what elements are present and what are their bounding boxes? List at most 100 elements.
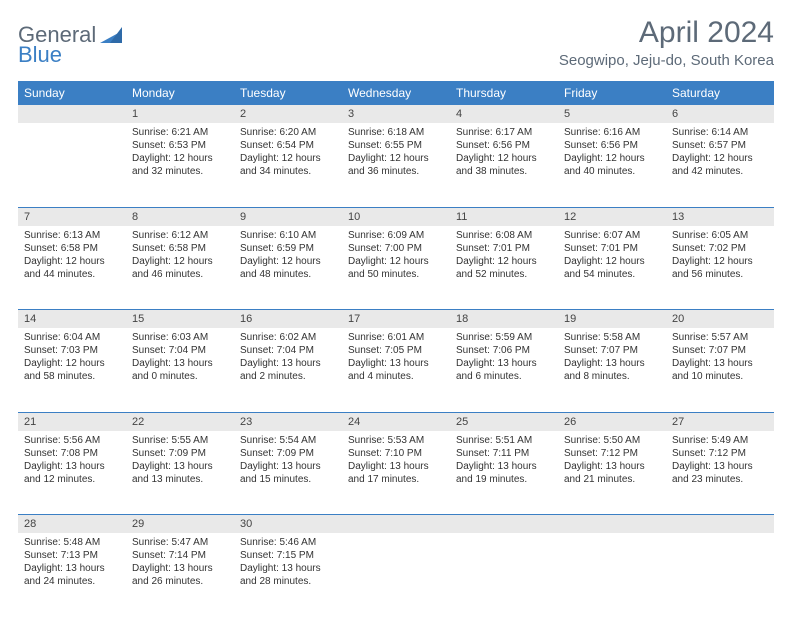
day-cell: Sunrise: 5:54 AMSunset: 7:09 PMDaylight:… bbox=[234, 431, 342, 515]
day-number: 18 bbox=[450, 310, 558, 329]
day-number: 20 bbox=[666, 310, 774, 329]
day-cell: Sunrise: 6:16 AMSunset: 6:56 PMDaylight:… bbox=[558, 123, 666, 207]
day-cell: Sunrise: 5:47 AMSunset: 7:14 PMDaylight:… bbox=[126, 533, 234, 617]
day-number-row: 123456 bbox=[18, 105, 774, 123]
sunrise-text: Sunrise: 6:02 AM bbox=[240, 331, 336, 344]
day-cell: Sunrise: 5:59 AMSunset: 7:06 PMDaylight:… bbox=[450, 328, 558, 412]
day-cell: Sunrise: 6:03 AMSunset: 7:04 PMDaylight:… bbox=[126, 328, 234, 412]
sunset-text: Sunset: 7:09 PM bbox=[132, 447, 228, 460]
logo-triangle-icon bbox=[100, 27, 122, 43]
sunset-text: Sunset: 7:00 PM bbox=[348, 242, 444, 255]
day-number bbox=[342, 515, 450, 534]
sunset-text: Sunset: 7:15 PM bbox=[240, 549, 336, 562]
sunset-text: Sunset: 7:07 PM bbox=[672, 344, 768, 357]
day-number: 7 bbox=[18, 207, 126, 226]
daylight-text: Daylight: 12 hours and 56 minutes. bbox=[672, 255, 768, 281]
day-cell bbox=[558, 533, 666, 617]
sunrise-text: Sunrise: 5:50 AM bbox=[564, 434, 660, 447]
sunset-text: Sunset: 6:54 PM bbox=[240, 139, 336, 152]
weekday-header-row: Sunday Monday Tuesday Wednesday Thursday… bbox=[18, 81, 774, 105]
day-number bbox=[450, 515, 558, 534]
sunset-text: Sunset: 6:58 PM bbox=[132, 242, 228, 255]
day-cell: Sunrise: 5:49 AMSunset: 7:12 PMDaylight:… bbox=[666, 431, 774, 515]
day-number: 1 bbox=[126, 105, 234, 123]
sunrise-text: Sunrise: 6:01 AM bbox=[348, 331, 444, 344]
day-number: 26 bbox=[558, 412, 666, 431]
daylight-text: Daylight: 13 hours and 15 minutes. bbox=[240, 460, 336, 486]
daylight-text: Daylight: 13 hours and 26 minutes. bbox=[132, 562, 228, 588]
day-number: 27 bbox=[666, 412, 774, 431]
daylight-text: Daylight: 12 hours and 54 minutes. bbox=[564, 255, 660, 281]
day-number bbox=[666, 515, 774, 534]
sunset-text: Sunset: 7:03 PM bbox=[24, 344, 120, 357]
daylight-text: Daylight: 12 hours and 44 minutes. bbox=[24, 255, 120, 281]
day-number bbox=[558, 515, 666, 534]
day-number: 28 bbox=[18, 515, 126, 534]
weekday-header: Sunday bbox=[18, 81, 126, 105]
daylight-text: Daylight: 12 hours and 50 minutes. bbox=[348, 255, 444, 281]
daylight-text: Daylight: 13 hours and 17 minutes. bbox=[348, 460, 444, 486]
page-header: General April 2024 Seogwipo, Jeju-do, So… bbox=[18, 16, 774, 69]
day-content-row: Sunrise: 6:13 AMSunset: 6:58 PMDaylight:… bbox=[18, 226, 774, 310]
day-cell: Sunrise: 6:12 AMSunset: 6:58 PMDaylight:… bbox=[126, 226, 234, 310]
sunset-text: Sunset: 7:05 PM bbox=[348, 344, 444, 357]
sunrise-text: Sunrise: 5:54 AM bbox=[240, 434, 336, 447]
day-cell: Sunrise: 6:07 AMSunset: 7:01 PMDaylight:… bbox=[558, 226, 666, 310]
sunrise-text: Sunrise: 5:57 AM bbox=[672, 331, 768, 344]
daylight-text: Daylight: 13 hours and 21 minutes. bbox=[564, 460, 660, 486]
sunset-text: Sunset: 6:57 PM bbox=[672, 139, 768, 152]
day-cell: Sunrise: 6:14 AMSunset: 6:57 PMDaylight:… bbox=[666, 123, 774, 207]
day-number-row: 14151617181920 bbox=[18, 310, 774, 329]
daylight-text: Daylight: 12 hours and 42 minutes. bbox=[672, 152, 768, 178]
weekday-header: Saturday bbox=[666, 81, 774, 105]
sunrise-text: Sunrise: 5:46 AM bbox=[240, 536, 336, 549]
sunrise-text: Sunrise: 5:58 AM bbox=[564, 331, 660, 344]
day-number-row: 78910111213 bbox=[18, 207, 774, 226]
day-number: 25 bbox=[450, 412, 558, 431]
day-number: 22 bbox=[126, 412, 234, 431]
day-cell bbox=[18, 123, 126, 207]
day-cell bbox=[666, 533, 774, 617]
day-cell: Sunrise: 5:50 AMSunset: 7:12 PMDaylight:… bbox=[558, 431, 666, 515]
day-cell: Sunrise: 6:08 AMSunset: 7:01 PMDaylight:… bbox=[450, 226, 558, 310]
day-cell: Sunrise: 6:20 AMSunset: 6:54 PMDaylight:… bbox=[234, 123, 342, 207]
day-number: 5 bbox=[558, 105, 666, 123]
sunrise-text: Sunrise: 6:10 AM bbox=[240, 229, 336, 242]
title-block: April 2024 Seogwipo, Jeju-do, South Kore… bbox=[559, 16, 774, 69]
day-number: 24 bbox=[342, 412, 450, 431]
day-content-row: Sunrise: 5:48 AMSunset: 7:13 PMDaylight:… bbox=[18, 533, 774, 617]
sunrise-text: Sunrise: 6:16 AM bbox=[564, 126, 660, 139]
daylight-text: Daylight: 12 hours and 40 minutes. bbox=[564, 152, 660, 178]
daylight-text: Daylight: 13 hours and 2 minutes. bbox=[240, 357, 336, 383]
sunset-text: Sunset: 7:11 PM bbox=[456, 447, 552, 460]
day-cell: Sunrise: 6:10 AMSunset: 6:59 PMDaylight:… bbox=[234, 226, 342, 310]
weekday-header: Monday bbox=[126, 81, 234, 105]
day-cell: Sunrise: 5:56 AMSunset: 7:08 PMDaylight:… bbox=[18, 431, 126, 515]
day-number: 30 bbox=[234, 515, 342, 534]
logo-blue-wrap: Blue bbox=[18, 42, 62, 68]
day-cell: Sunrise: 5:53 AMSunset: 7:10 PMDaylight:… bbox=[342, 431, 450, 515]
sunrise-text: Sunrise: 5:53 AM bbox=[348, 434, 444, 447]
sunset-text: Sunset: 6:58 PM bbox=[24, 242, 120, 255]
day-number: 29 bbox=[126, 515, 234, 534]
day-number: 11 bbox=[450, 207, 558, 226]
day-content-row: Sunrise: 6:21 AMSunset: 6:53 PMDaylight:… bbox=[18, 123, 774, 207]
daylight-text: Daylight: 12 hours and 38 minutes. bbox=[456, 152, 552, 178]
day-cell: Sunrise: 5:58 AMSunset: 7:07 PMDaylight:… bbox=[558, 328, 666, 412]
sunset-text: Sunset: 6:53 PM bbox=[132, 139, 228, 152]
sunrise-text: Sunrise: 6:17 AM bbox=[456, 126, 552, 139]
day-cell: Sunrise: 6:05 AMSunset: 7:02 PMDaylight:… bbox=[666, 226, 774, 310]
day-number-row: 21222324252627 bbox=[18, 412, 774, 431]
daylight-text: Daylight: 13 hours and 0 minutes. bbox=[132, 357, 228, 383]
sunrise-text: Sunrise: 6:04 AM bbox=[24, 331, 120, 344]
day-cell: Sunrise: 6:04 AMSunset: 7:03 PMDaylight:… bbox=[18, 328, 126, 412]
weekday-header: Friday bbox=[558, 81, 666, 105]
sunset-text: Sunset: 6:55 PM bbox=[348, 139, 444, 152]
sunrise-text: Sunrise: 6:07 AM bbox=[564, 229, 660, 242]
sunrise-text: Sunrise: 6:18 AM bbox=[348, 126, 444, 139]
sunrise-text: Sunrise: 6:09 AM bbox=[348, 229, 444, 242]
sunrise-text: Sunrise: 6:03 AM bbox=[132, 331, 228, 344]
calendar-table: Sunday Monday Tuesday Wednesday Thursday… bbox=[18, 81, 774, 617]
sunset-text: Sunset: 7:14 PM bbox=[132, 549, 228, 562]
sunset-text: Sunset: 6:56 PM bbox=[564, 139, 660, 152]
